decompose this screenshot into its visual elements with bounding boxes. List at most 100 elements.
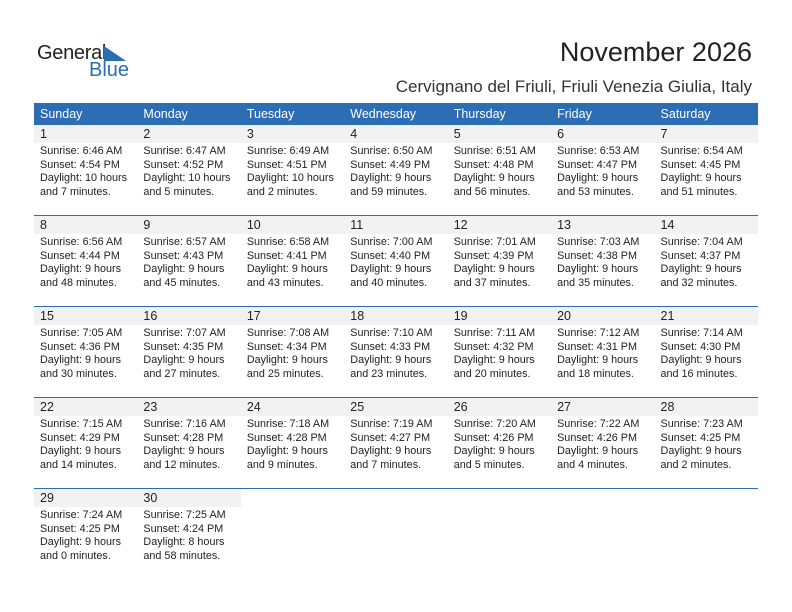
sunset: Sunset: 4:52 PM bbox=[143, 158, 224, 171]
daylight-minutes: and 58 minutes. bbox=[143, 549, 221, 562]
daylight: Daylight: 9 hours bbox=[143, 445, 225, 457]
weekday-wednesday: Wednesday bbox=[350, 107, 417, 121]
sunrise: Sunrise: 6:50 AM bbox=[350, 145, 433, 157]
sunrise: Sunrise: 7:01 AM bbox=[453, 236, 536, 248]
day-cell: 15 Sunrise: 7:05 AM Sunset: 4:36 PM Dayl… bbox=[34, 307, 137, 381]
sunrise: Sunrise: 6:53 AM bbox=[557, 145, 640, 157]
day-cell: 12 Sunrise: 7:01 AM Sunset: 4:39 PM Dayl… bbox=[448, 216, 551, 290]
sunrise: Sunrise: 7:23 AM bbox=[660, 418, 743, 430]
sunset: Sunset: 4:37 PM bbox=[660, 249, 741, 262]
day-number-band bbox=[34, 216, 758, 234]
daylight-minutes: and 48 minutes. bbox=[40, 276, 117, 289]
day-number: 22 bbox=[40, 400, 54, 414]
daylight: Daylight: 10 hours bbox=[143, 172, 231, 184]
day-number: 13 bbox=[557, 218, 572, 232]
day-number: 1 bbox=[40, 127, 47, 141]
daylight: Daylight: 9 hours bbox=[660, 354, 742, 366]
sunrise: Sunrise: 7:04 AM bbox=[660, 236, 743, 248]
sunset: Sunset: 4:44 PM bbox=[40, 249, 120, 262]
sunset: Sunset: 4:25 PM bbox=[660, 431, 741, 444]
daylight-minutes: and 59 minutes. bbox=[350, 185, 428, 198]
logo-text-blue: Blue bbox=[89, 59, 130, 81]
daylight-minutes: and 37 minutes. bbox=[453, 276, 531, 289]
empty-cell bbox=[241, 489, 344, 563]
sunset: Sunset: 4:28 PM bbox=[143, 431, 224, 444]
daylight-minutes: and 25 minutes. bbox=[246, 367, 324, 380]
day-cell: 24 Sunrise: 7:18 AM Sunset: 4:28 PM Dayl… bbox=[241, 398, 344, 472]
sunset: Sunset: 4:27 PM bbox=[350, 431, 431, 444]
sunrise: Sunrise: 7:20 AM bbox=[453, 418, 536, 430]
sunset: Sunset: 4:35 PM bbox=[143, 340, 224, 353]
daylight: Daylight: 9 hours bbox=[143, 354, 225, 366]
day-number: 10 bbox=[246, 218, 261, 232]
day-number: 21 bbox=[660, 309, 675, 323]
day-cell: 2 Sunrise: 6:47 AM Sunset: 4:52 PM Dayli… bbox=[137, 125, 240, 199]
day-number: 9 bbox=[143, 218, 151, 232]
day-number: 15 bbox=[40, 309, 54, 323]
daylight: Daylight: 9 hours bbox=[660, 172, 742, 184]
daylight: Daylight: 9 hours bbox=[660, 445, 742, 457]
week-row: 8 Sunrise: 6:56 AM Sunset: 4:44 PM Dayli… bbox=[34, 215, 758, 306]
sunrise: Sunrise: 6:47 AM bbox=[143, 145, 226, 157]
daylight: Daylight: 9 hours bbox=[350, 172, 432, 184]
weekday-tuesday: Tuesday bbox=[246, 107, 295, 121]
daylight-minutes: and 2 minutes. bbox=[660, 458, 732, 471]
daylight: Daylight: 9 hours bbox=[557, 445, 639, 457]
daylight: Daylight: 9 hours bbox=[453, 263, 535, 275]
sunset: Sunset: 4:45 PM bbox=[660, 158, 741, 171]
day-number: 5 bbox=[453, 127, 461, 141]
daylight: Daylight: 9 hours bbox=[40, 445, 122, 457]
daylight-minutes: and 53 minutes. bbox=[557, 185, 634, 198]
sunset: Sunset: 4:41 PM bbox=[246, 249, 327, 262]
day-number: 12 bbox=[453, 218, 468, 232]
sunrise: Sunrise: 7:19 AM bbox=[350, 418, 433, 430]
week-row: 29 Sunrise: 7:24 AM Sunset: 4:25 PM Dayl… bbox=[34, 488, 758, 579]
day-number-band bbox=[34, 125, 758, 143]
daylight: Daylight: 9 hours bbox=[246, 445, 328, 457]
sunset: Sunset: 4:48 PM bbox=[453, 158, 534, 171]
day-cell: 23 Sunrise: 7:16 AM Sunset: 4:28 PM Dayl… bbox=[137, 398, 240, 472]
daylight: Daylight: 9 hours bbox=[453, 445, 535, 457]
sunrise: Sunrise: 7:03 AM bbox=[557, 236, 640, 248]
daylight: Daylight: 8 hours bbox=[143, 536, 225, 548]
weekday-sunday: Sunday bbox=[40, 107, 83, 121]
sunset: Sunset: 4:51 PM bbox=[246, 158, 327, 171]
daylight-minutes: and 30 minutes. bbox=[40, 367, 117, 380]
day-number: 7 bbox=[660, 127, 668, 141]
sunrise: Sunrise: 6:54 AM bbox=[660, 145, 743, 157]
daylight-minutes: and 9 minutes. bbox=[246, 458, 318, 471]
sunset: Sunset: 4:24 PM bbox=[143, 522, 224, 535]
sunset: Sunset: 4:33 PM bbox=[350, 340, 431, 353]
sunset: Sunset: 4:54 PM bbox=[40, 158, 120, 171]
sunset: Sunset: 4:26 PM bbox=[453, 431, 534, 444]
daylight-minutes: and 16 minutes. bbox=[660, 367, 738, 380]
daylight-minutes: and 23 minutes. bbox=[350, 367, 428, 380]
day-cell: 10 Sunrise: 6:58 AM Sunset: 4:41 PM Dayl… bbox=[241, 216, 344, 290]
daylight: Daylight: 10 hours bbox=[246, 172, 334, 184]
day-number: 16 bbox=[143, 309, 158, 323]
sunrise: Sunrise: 6:57 AM bbox=[143, 236, 226, 248]
daylight: Daylight: 9 hours bbox=[40, 263, 122, 275]
daylight-minutes: and 32 minutes. bbox=[660, 276, 738, 289]
day-number: 20 bbox=[557, 309, 572, 323]
weekday-thursday: Thursday bbox=[453, 107, 506, 121]
daylight: Daylight: 9 hours bbox=[350, 354, 432, 366]
week-row: 15 Sunrise: 7:05 AM Sunset: 4:36 PM Dayl… bbox=[34, 306, 758, 397]
weekday-monday: Monday bbox=[143, 107, 188, 121]
sunset: Sunset: 4:40 PM bbox=[350, 249, 431, 262]
sunset: Sunset: 4:28 PM bbox=[246, 431, 327, 444]
calendar: Sunday Monday Tuesday Wednesday Thursday Frid… bbox=[34, 103, 758, 579]
daylight: Daylight: 9 hours bbox=[660, 263, 742, 275]
day-cell: 8 Sunrise: 6:56 AM Sunset: 4:44 PM Dayli… bbox=[34, 216, 137, 290]
daylight: Daylight: 9 hours bbox=[453, 354, 535, 366]
empty-cell bbox=[448, 489, 551, 563]
day-number-band bbox=[34, 489, 241, 507]
sunrise: Sunrise: 7:22 AM bbox=[557, 418, 640, 430]
day-number: 6 bbox=[557, 127, 565, 141]
sunrise: Sunrise: 6:56 AM bbox=[40, 236, 123, 248]
weekday-saturday: Saturday bbox=[660, 107, 711, 121]
empty-cell bbox=[344, 489, 447, 563]
daylight: Daylight: 9 hours bbox=[350, 445, 432, 457]
sunset: Sunset: 4:34 PM bbox=[246, 340, 327, 353]
day-cell: 7 Sunrise: 6:54 AM Sunset: 4:45 PM Dayli… bbox=[655, 125, 758, 199]
